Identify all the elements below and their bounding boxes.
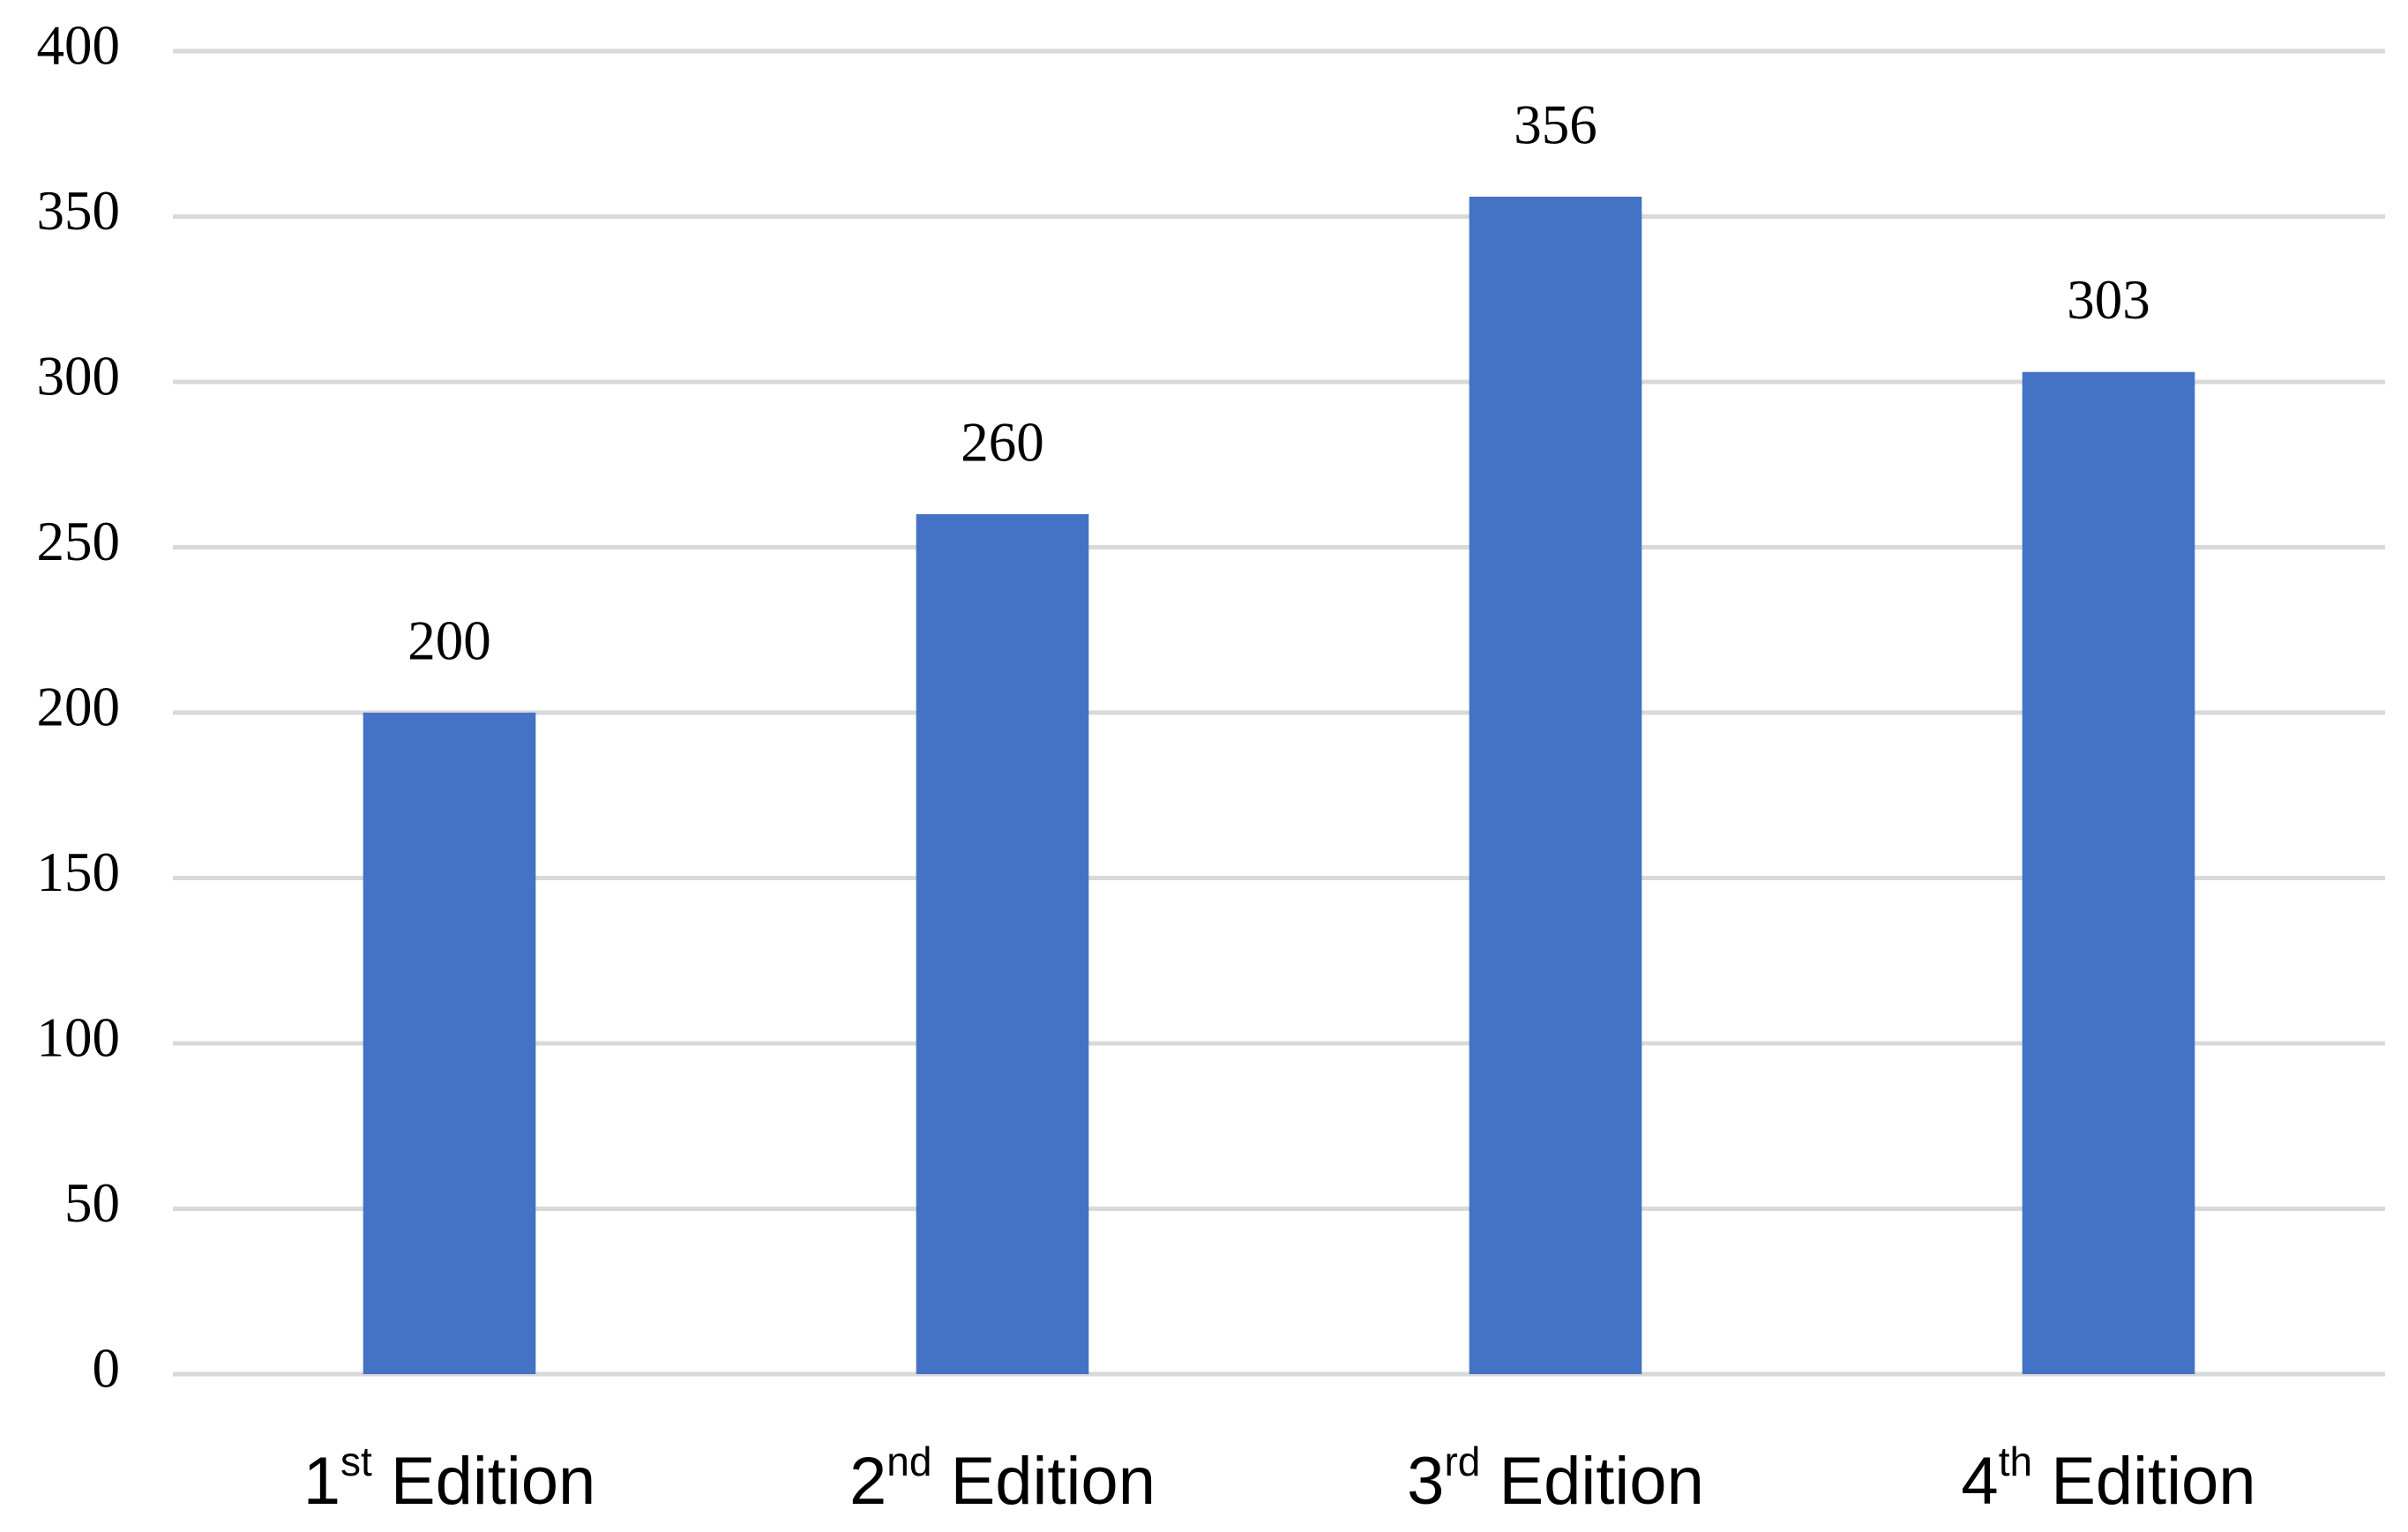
- y-tick-label: 350: [37, 180, 121, 242]
- x-tick-label: 4th Edition: [1961, 1439, 2255, 1519]
- y-tick-label: 150: [37, 841, 121, 903]
- value-label: 260: [961, 411, 1044, 473]
- x-tick-label: 1st Edition: [303, 1439, 596, 1519]
- bar: [916, 514, 1089, 1374]
- y-tick-label: 300: [37, 345, 121, 407]
- y-tick-label: 250: [37, 511, 121, 572]
- bar: [1469, 197, 1642, 1374]
- value-label: 356: [1514, 93, 1597, 155]
- x-tick-label: 3rd Edition: [1407, 1439, 1704, 1519]
- y-tick-label: 100: [37, 1006, 121, 1068]
- value-label: 303: [2067, 269, 2150, 331]
- y-tick-label: 0: [93, 1337, 121, 1399]
- y-tick-label: 200: [37, 676, 121, 737]
- x-tick-label: 2nd Edition: [849, 1439, 1155, 1519]
- y-tick-label: 400: [37, 14, 121, 76]
- bar: [2022, 371, 2195, 1374]
- bar: [363, 713, 536, 1374]
- value-label: 200: [408, 609, 491, 671]
- y-tick-label: 50: [64, 1172, 120, 1234]
